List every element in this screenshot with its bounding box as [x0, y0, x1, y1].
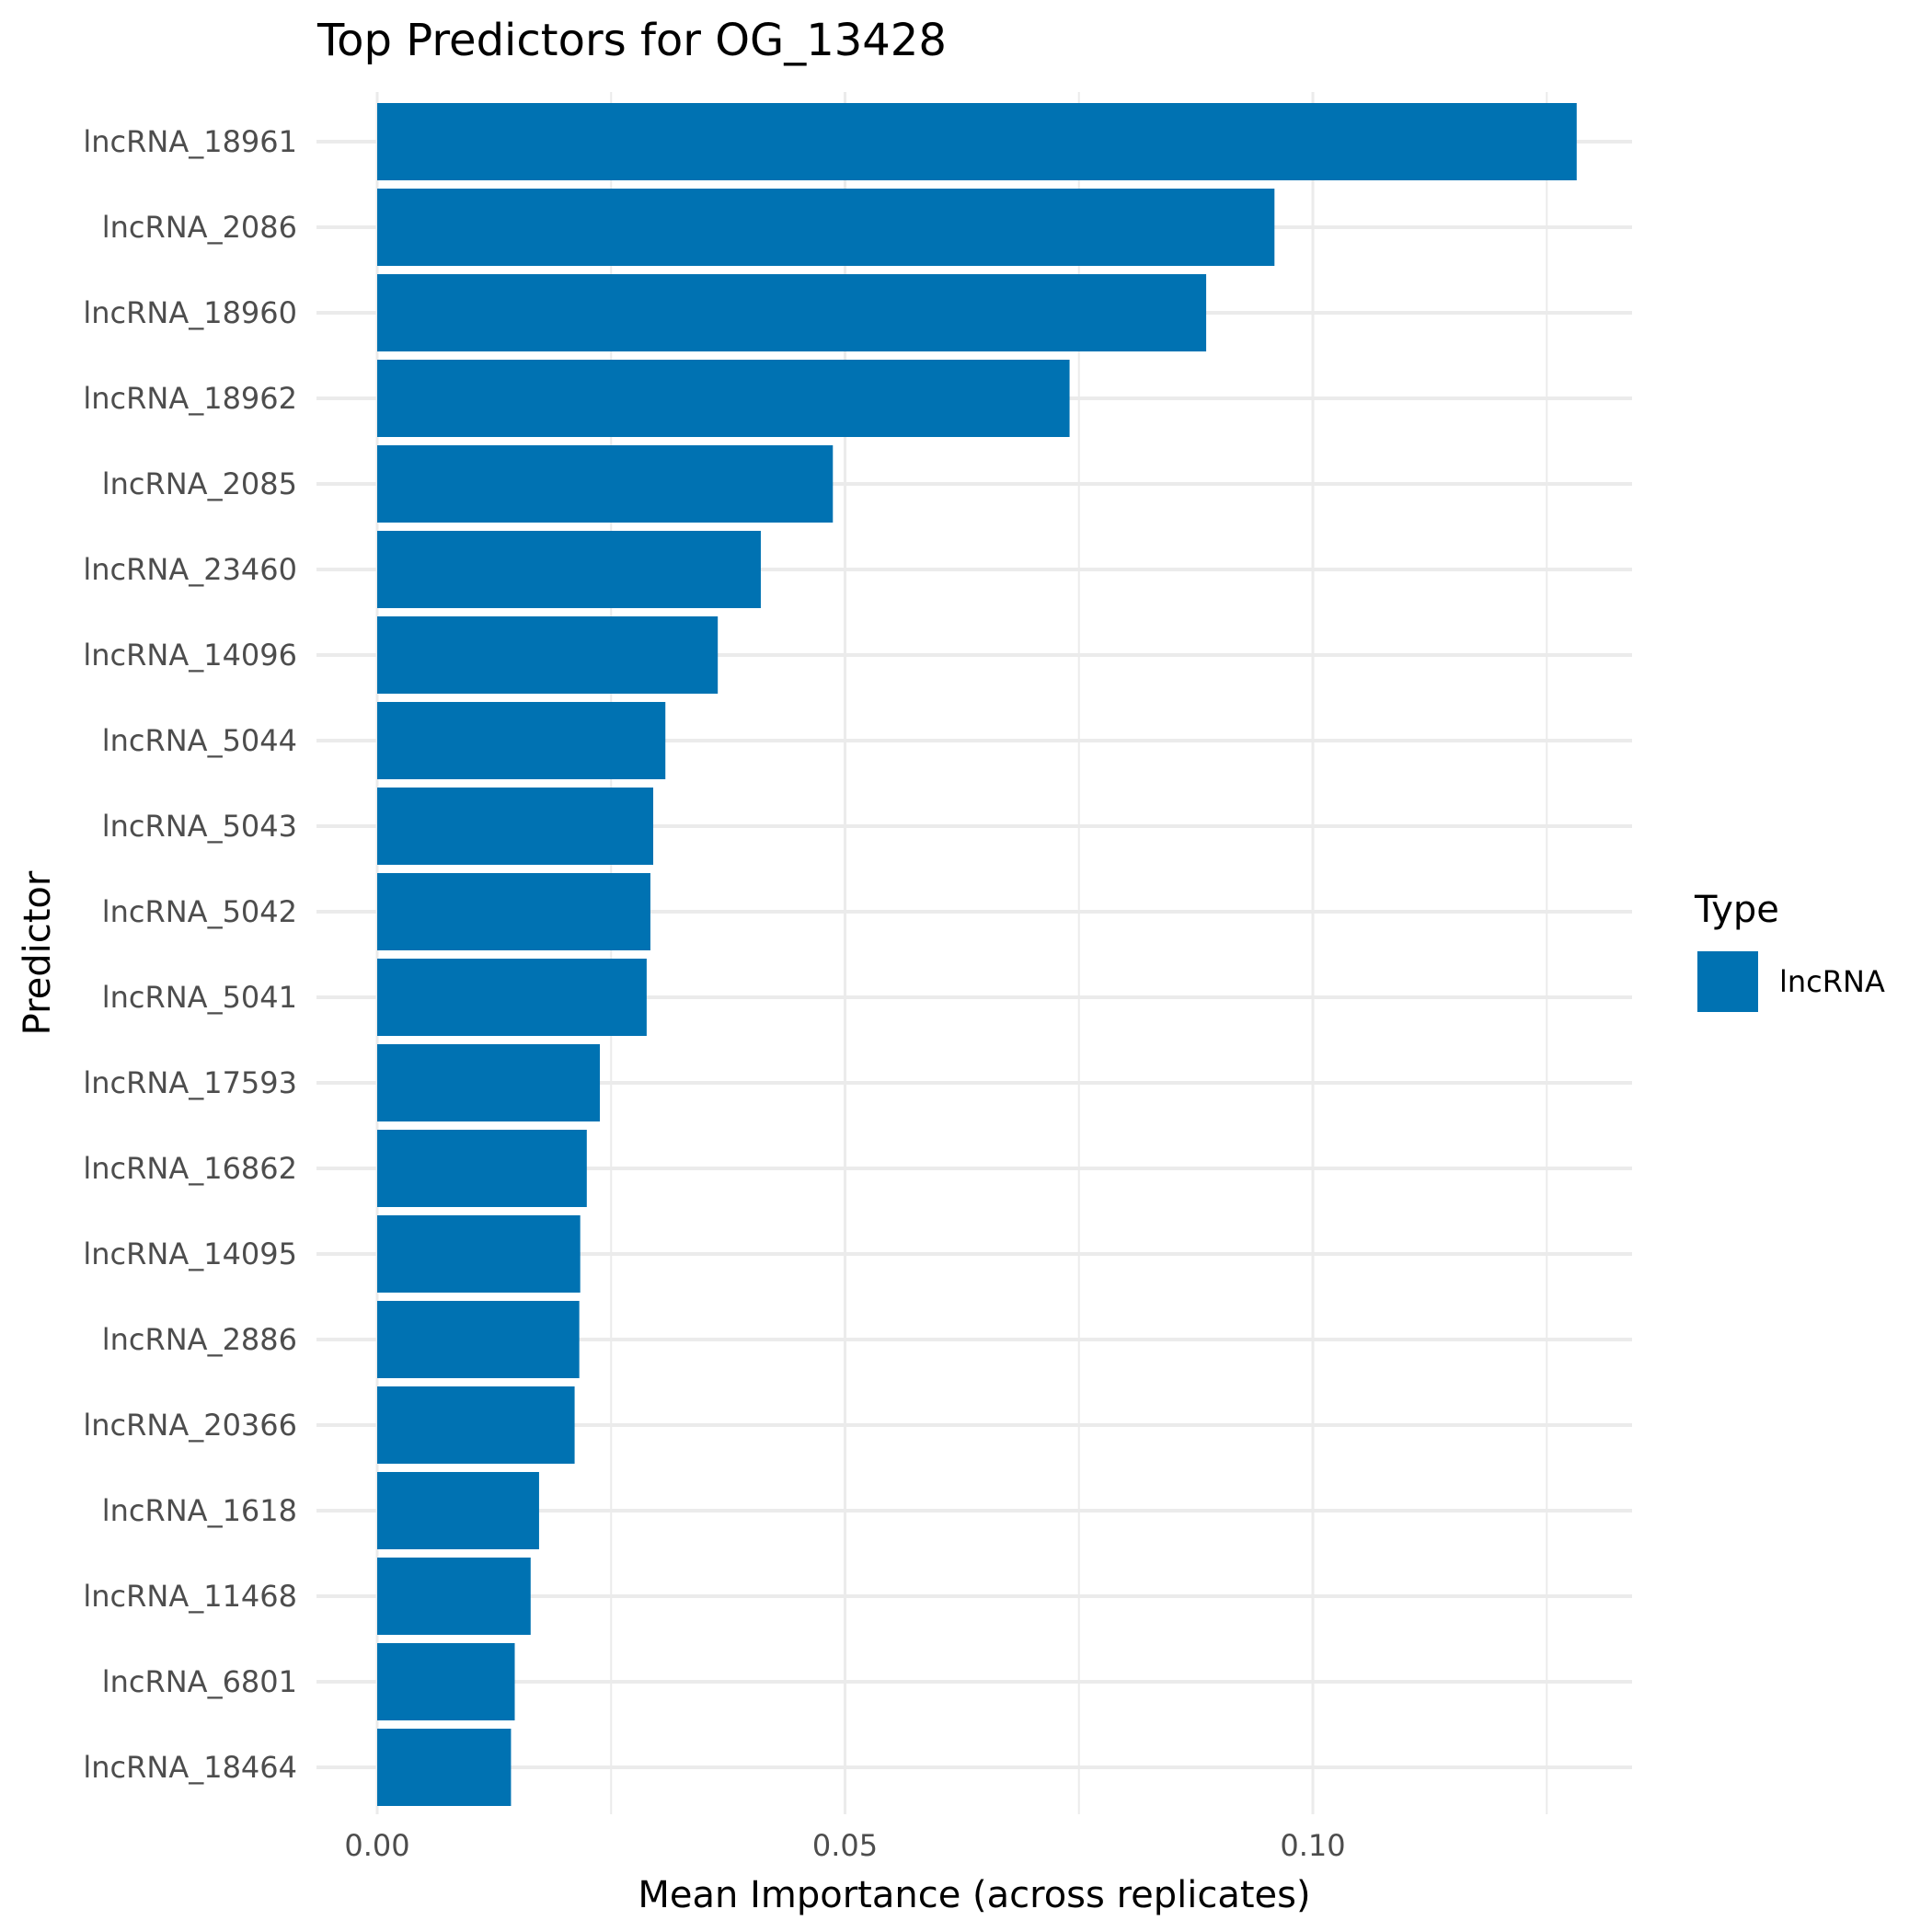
bar-lncrna-5041 — [377, 959, 647, 1036]
y-tick-label: lncRNA_18960 — [83, 295, 297, 330]
y-tick-label: lncRNA_6801 — [102, 1664, 297, 1699]
bar-lncrna-14095 — [377, 1215, 581, 1293]
y-tick-label: lncRNA_2086 — [102, 210, 297, 245]
bar-lncrna-18961 — [377, 103, 1577, 180]
y-tick-label: lncRNA_20366 — [83, 1408, 297, 1443]
bar-lncrna-2085 — [377, 445, 834, 523]
y-tick-label: lncRNA_23460 — [83, 552, 297, 587]
y-tick-label: lncRNA_16862 — [83, 1151, 297, 1186]
bar-lncrna-18960 — [377, 274, 1207, 351]
legend-title: Type — [1694, 889, 1779, 931]
tick-labels: 0.00 0.05 0.10 lncRNA_18961 lncRNA_2086 lncRN… — [83, 124, 1345, 1863]
legend-label-lncrna: lncRNA — [1779, 964, 1885, 999]
y-axis-title: Predictor — [17, 870, 59, 1035]
bar-lncrna-17593 — [377, 1044, 601, 1121]
legend: Type lncRNA — [1694, 889, 1885, 1012]
y-tick-label: lncRNA_5043 — [102, 809, 297, 844]
y-tick-label: lncRNA_5041 — [102, 980, 297, 1015]
bar-lncrna-11468 — [377, 1558, 531, 1635]
bar-lncrna-23460 — [377, 531, 761, 608]
bar-lncrna-5044 — [377, 702, 666, 779]
bar-lncrna-16862 — [377, 1130, 587, 1207]
bar-lncrna-2086 — [377, 189, 1275, 266]
y-tick-label: lncRNA_5044 — [102, 723, 297, 758]
x-tick-label: 0.05 — [812, 1828, 878, 1863]
bar-lncrna-5042 — [377, 873, 650, 950]
y-tick-label: lncRNA_14096 — [83, 638, 297, 673]
y-tick-label: lncRNA_18962 — [83, 381, 297, 416]
y-tick-label: lncRNA_17593 — [83, 1065, 297, 1100]
y-tick-label: lncRNA_14095 — [83, 1236, 297, 1271]
y-tick-label: lncRNA_5042 — [102, 894, 297, 929]
bar-lncrna-18962 — [377, 360, 1070, 437]
bar-lncrna-5043 — [377, 788, 654, 865]
bar-lncrna-18464 — [377, 1729, 512, 1806]
chart-title: Top Predictors for OG_13428 — [316, 15, 947, 66]
y-tick-label: lncRNA_18961 — [83, 124, 297, 159]
bar-lncrna-14096 — [377, 616, 719, 694]
x-axis-title: Mean Importance (across replicates) — [638, 1874, 1310, 1916]
bar-lncrna-6801 — [377, 1643, 515, 1720]
bar-lncrna-2886 — [377, 1301, 580, 1378]
x-tick-label: 0.10 — [1280, 1828, 1345, 1863]
bars — [377, 103, 1577, 1806]
bar-lncrna-1618 — [377, 1472, 539, 1549]
y-tick-label: lncRNA_18464 — [83, 1750, 297, 1785]
y-tick-label: lncRNA_2886 — [102, 1322, 297, 1357]
y-tick-label: lncRNA_1618 — [102, 1493, 297, 1528]
y-tick-label: lncRNA_11468 — [83, 1579, 297, 1614]
x-tick-label: 0.00 — [344, 1828, 409, 1863]
y-tick-label: lncRNA_2085 — [102, 466, 297, 501]
legend-swatch-lncrna — [1697, 951, 1758, 1012]
bar-lncrna-20366 — [377, 1386, 575, 1464]
